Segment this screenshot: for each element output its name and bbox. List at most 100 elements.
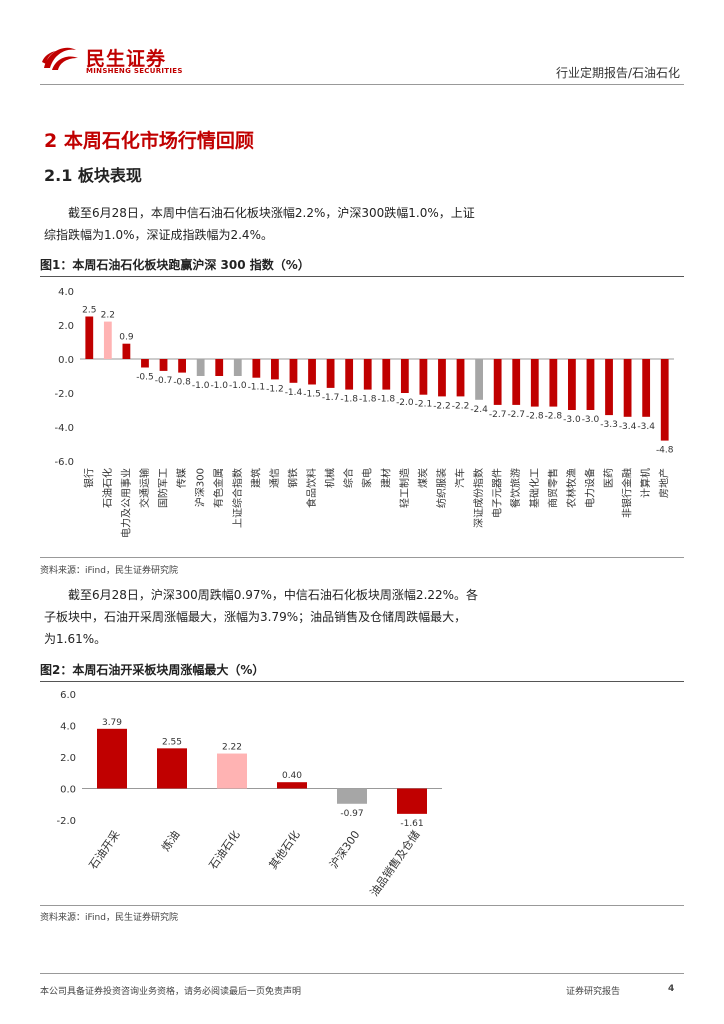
bar: [217, 753, 247, 789]
bar: [475, 359, 483, 400]
bar: [530, 359, 539, 407]
bar: [438, 359, 446, 397]
bar: [252, 359, 261, 378]
data-label: -2.8: [526, 412, 544, 422]
data-label: -1.8: [359, 395, 377, 405]
data-label: -2.1: [415, 400, 433, 410]
x-tick-label: 电力设备: [583, 468, 596, 508]
data-label: 3.79: [102, 718, 122, 728]
subsection-title: 2.1 板块表现: [44, 166, 142, 185]
x-tick-label: 石油石化: [101, 468, 114, 508]
figure-1-top-rule: [40, 276, 684, 277]
data-label: -1.5: [303, 390, 321, 400]
x-tick-label: 银行: [82, 468, 95, 488]
data-label: 0.9: [119, 333, 134, 343]
x-tick-label: 电子元器件: [491, 468, 504, 518]
data-label: 0.40: [282, 771, 302, 781]
x-tick-label: 有色金属: [212, 468, 225, 508]
y-tick-label: 4.0: [60, 722, 76, 733]
figure-2-source: 资料来源：iFind，民生证券研究院: [40, 913, 178, 923]
figure-2-title: 图2：本周石油开采板块周涨幅最大（%）: [40, 663, 265, 677]
paragraph-line: 为1.61%。: [44, 632, 107, 646]
footer-disclaimer: 本公司具备证券投资咨询业务资格，请务必阅读最后一页免责声明: [40, 987, 302, 997]
data-label: -2.4: [470, 405, 488, 415]
paragraph-line: 截至6月28日，本周中信石油石化板块涨幅2.2%，沪深300跌幅1.0%，上证: [68, 206, 475, 220]
bar: [549, 359, 558, 407]
data-label: 2.55: [162, 737, 182, 747]
data-label: -3.0: [582, 415, 600, 425]
header-divider: [40, 84, 684, 85]
figure-1-title: 图1：本周石油石化板块跑赢沪深 300 指数（%）: [40, 258, 310, 272]
data-label: -1.8: [340, 395, 358, 405]
data-label: 2.2: [101, 311, 115, 321]
data-label: -3.3: [600, 420, 618, 430]
data-label: -1.1: [248, 383, 266, 393]
bar: [623, 359, 632, 417]
section-title: 2 本周石化市场行情回顾: [44, 130, 254, 152]
bar: [159, 359, 168, 371]
y-tick-label: 6.0: [60, 690, 76, 701]
x-tick-label: 食品饮料: [305, 468, 318, 508]
report-type: 行业定期报告/石油石化: [555, 66, 680, 80]
paragraph-line: 综指跌幅为1.0%，深证成指跌幅为2.4%。: [44, 228, 273, 242]
data-label: -3.4: [619, 422, 637, 432]
data-label: -2.2: [433, 401, 451, 411]
x-tick-label: 基础化工: [528, 468, 541, 508]
bar: [456, 359, 465, 397]
y-tick-label: 0.0: [60, 785, 76, 796]
page-number: 4: [668, 984, 675, 994]
data-label: -2.2: [452, 401, 470, 411]
y-tick-label: 2.0: [60, 753, 76, 764]
x-tick-label: 农林牧渔: [565, 468, 578, 508]
footer-divider: [40, 973, 684, 974]
paragraph-2: 截至6月28日，沪深300周跌幅0.97%，中信石油石化板块周涨幅2.22%。各…: [44, 584, 684, 650]
bar: [157, 748, 187, 789]
y-tick-label: 4.0: [58, 287, 74, 298]
x-tick-label: 其他石化: [266, 828, 303, 872]
bar: [605, 359, 613, 416]
bar: [178, 359, 186, 373]
bar: [586, 359, 595, 410]
y-tick-label: -2.0: [54, 389, 74, 400]
x-tick-label: 医药: [603, 468, 615, 488]
bar: [233, 359, 242, 376]
x-tick-label: 商贸零售: [546, 468, 559, 508]
bar: [277, 782, 307, 789]
y-tick-label: 0.0: [58, 355, 74, 366]
bar: [289, 359, 298, 383]
bar: [122, 343, 131, 359]
data-label: -1.0: [229, 381, 247, 391]
data-label: -3.0: [563, 415, 581, 425]
data-label: -1.2: [266, 384, 284, 394]
brand-name: 民生证券: [86, 48, 167, 70]
data-label: -1.61: [400, 819, 423, 829]
x-tick-label: 电力及公用事业: [119, 468, 132, 538]
data-label: -0.5: [136, 373, 154, 383]
x-tick-label: 上证综合指数: [231, 468, 244, 528]
bar: [512, 359, 521, 405]
figure-1-bottom-rule: [40, 557, 684, 558]
bar: [642, 359, 651, 417]
x-tick-label: 钢铁: [286, 468, 299, 488]
data-label: -2.7: [507, 410, 525, 420]
x-tick-label: 炼油: [158, 828, 182, 854]
x-tick-label: 沪深300: [326, 828, 362, 871]
x-tick-label: 机械: [324, 468, 337, 488]
paragraph-1: 截至6月28日，本周中信石油石化板块涨幅2.2%，沪深300跌幅1.0%，上证 …: [44, 202, 684, 246]
data-label: -2.8: [545, 412, 563, 422]
bar: [271, 359, 279, 380]
brand-name-english: MINSHENG SECURITIES: [86, 67, 183, 75]
x-tick-label: 建材: [379, 468, 392, 488]
data-label: -2.0: [396, 398, 414, 408]
bar: [141, 359, 149, 368]
x-tick-label: 汽车: [454, 468, 467, 488]
data-label: -4.8: [656, 446, 674, 456]
bar: [337, 788, 367, 804]
paragraph-line: 截至6月28日，沪深300周跌幅0.97%，中信石油石化板块周涨幅2.22%。各: [68, 588, 479, 602]
x-tick-label: 传媒: [176, 468, 188, 488]
bar: [660, 359, 669, 441]
x-tick-label: 石油开采: [86, 828, 123, 872]
data-label: -2.7: [489, 410, 507, 420]
bar: [493, 359, 502, 405]
chart-2: 6.0 4.0 2.0 0.0 -2.0 3.79 石油开采 2.55 炼油 2.22 石油石化 0.…: [56, 690, 442, 899]
